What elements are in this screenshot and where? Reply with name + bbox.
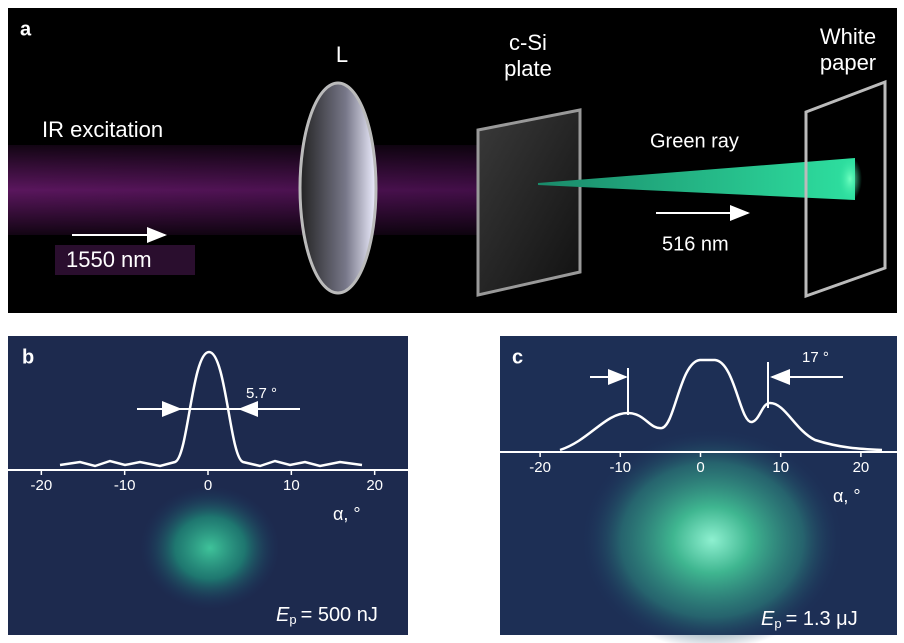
x-tick-label: 0	[696, 459, 704, 476]
screen-label: paper	[820, 50, 876, 75]
x-tick-label: -10	[114, 477, 136, 494]
wavelength-label: 1550 nm	[66, 247, 152, 272]
figure: a L c-Si plate White paper IR excitation…	[0, 0, 904, 643]
energy-value: = 500 nJ	[301, 604, 378, 626]
energy-value: = 1.3 μJ	[786, 608, 858, 630]
energy-subscript: p	[289, 612, 296, 627]
axis-label: α, °	[833, 486, 861, 506]
axis-label: α, °	[333, 504, 361, 524]
width-label: 17 °	[802, 349, 829, 366]
lens-label: L	[336, 42, 348, 67]
x-tick-label: 10	[283, 477, 300, 494]
plate-label: c-Si	[509, 30, 547, 55]
x-tick-label: -20	[30, 477, 52, 494]
panel-c: c 17 ° α, ° Ep = 1.3 μJ	[500, 336, 897, 643]
beam-label: Green ray	[650, 130, 739, 152]
plate-label: plate	[504, 56, 552, 81]
width-label: 5.7 °	[246, 385, 277, 402]
x-tick-label: -10	[609, 459, 631, 476]
green-spot	[838, 157, 862, 201]
panel-a: a L c-Si plate White paper IR excitation…	[8, 8, 897, 313]
x-tick-label: 20	[853, 459, 870, 476]
screen-label: White	[820, 24, 876, 49]
beam-label: IR excitation	[42, 117, 163, 142]
panel-label: c	[512, 346, 523, 368]
green-spot	[140, 486, 280, 610]
x-tick-label: 10	[772, 459, 789, 476]
si-plate	[478, 110, 580, 295]
panel-label: a	[20, 18, 32, 40]
wavelength-label: 516 nm	[662, 233, 729, 255]
panel-label: b	[22, 346, 34, 368]
x-tick-label: 20	[366, 477, 383, 494]
ir-beam-shade	[8, 145, 478, 235]
x-tick-label: -20	[529, 459, 551, 476]
x-tick-label: 0	[204, 477, 212, 494]
energy-symbol: E	[276, 604, 290, 626]
energy-subscript: p	[774, 616, 781, 631]
lens	[300, 83, 376, 293]
energy-symbol: E	[761, 608, 775, 630]
